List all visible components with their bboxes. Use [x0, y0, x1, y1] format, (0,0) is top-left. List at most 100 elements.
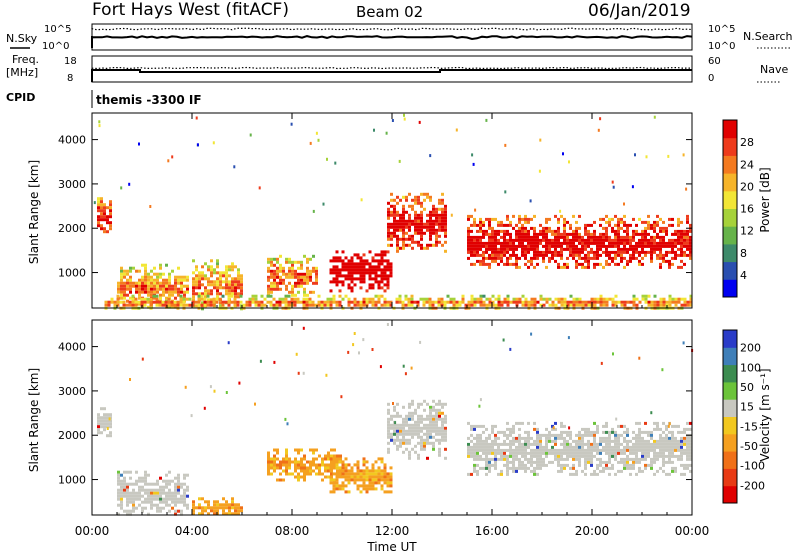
heatmap-cell	[359, 286, 363, 290]
heatmap-cell	[332, 472, 336, 476]
heatmap-cell	[344, 277, 348, 281]
heatmap-cell	[503, 457, 506, 461]
heatmap-cell	[620, 253, 623, 257]
heatmap-cell	[225, 268, 228, 272]
heatmap-cell	[147, 278, 150, 282]
heatmap-cell	[569, 223, 572, 227]
heatmap-cell	[335, 466, 339, 470]
heatmap-cell	[278, 300, 282, 304]
heatmap-cell	[641, 430, 644, 434]
heatmap-cell	[107, 300, 111, 304]
colorbar-swatch	[723, 485, 737, 504]
heatmap-cell	[644, 300, 648, 304]
heatmap-cell	[467, 247, 470, 251]
heatmap-cell	[509, 256, 512, 260]
heatmap-cell	[518, 217, 521, 221]
heatmap-cell	[524, 436, 527, 440]
heatmap-cell	[506, 448, 509, 452]
heatmap-cell	[644, 253, 647, 257]
heatmap-cell	[174, 491, 177, 495]
heatmap-cell	[420, 192, 423, 196]
heatmap-cell	[390, 225, 393, 229]
heatmap-cell	[584, 430, 587, 434]
heatmap-cell	[432, 228, 435, 232]
heatmap-cell	[207, 506, 210, 510]
heatmap-cell	[356, 256, 360, 260]
heatmap-cell	[563, 235, 566, 239]
heatmap-cell	[476, 250, 479, 254]
heatmap-cell	[467, 448, 470, 452]
heatmap-cell	[297, 460, 300, 464]
heatmap-cell	[201, 271, 204, 275]
heatmap-cell	[473, 244, 476, 248]
heatmap-cell	[548, 217, 551, 221]
heatmap-cell	[533, 250, 536, 254]
heatmap-cell	[237, 268, 240, 272]
heatmap-cell	[165, 479, 168, 483]
heatmap-cell	[491, 463, 494, 467]
heatmap-cell	[435, 237, 438, 241]
heatmap-cell	[596, 256, 599, 260]
x-tick-label: 04:00	[175, 524, 210, 538]
heatmap-cell	[581, 436, 584, 440]
heatmap-cell	[432, 222, 435, 226]
heatmap-cell	[302, 303, 306, 307]
heatmap-cell	[677, 241, 680, 245]
heatmap-cell	[470, 300, 474, 304]
heatmap-cell	[441, 192, 444, 196]
heatmap-cell	[393, 219, 396, 223]
heatmap-cell	[620, 451, 623, 455]
heatmap-cell	[518, 241, 521, 245]
heatmap-cell	[593, 256, 596, 260]
heatmap-cell	[599, 262, 602, 266]
heatmap-cell	[353, 303, 357, 307]
heatmap-cell	[441, 405, 444, 409]
heatmap-cell	[545, 229, 548, 233]
heatmap-cell	[198, 274, 201, 278]
heatmap-cell	[485, 256, 488, 260]
heatmap-cell	[204, 289, 207, 293]
heatmap-cell	[309, 290, 312, 294]
heatmap-cell	[596, 247, 599, 251]
heatmap-cell	[344, 274, 348, 278]
heatmap-cell	[153, 482, 156, 486]
heatmap-cell	[396, 423, 399, 427]
heatmap-cell	[353, 277, 357, 281]
heatmap-cell	[297, 281, 300, 285]
heatmap-cell	[323, 300, 327, 304]
heatmap-cell	[608, 297, 612, 301]
heatmap-cell	[635, 303, 639, 307]
heatmap-cell	[368, 286, 372, 290]
heatmap-cell	[365, 268, 369, 272]
nsearch-tick-top: 10^5	[708, 24, 735, 35]
heatmap-cell	[285, 454, 288, 458]
heatmap-cell	[210, 265, 213, 269]
heatmap-cell	[476, 241, 479, 245]
heatmap-cell	[432, 405, 435, 409]
heatmap-cell	[488, 226, 491, 230]
heatmap-cell	[596, 241, 599, 245]
heatmap-cell	[402, 219, 405, 223]
heatmap-cell	[608, 457, 611, 461]
heatmap-cell	[529, 199, 532, 203]
heatmap-cell	[575, 244, 578, 248]
heatmap-cell	[554, 433, 557, 437]
heatmap-cell	[422, 297, 426, 301]
heatmap-cell	[329, 475, 333, 479]
heatmap-cell	[408, 411, 411, 415]
heatmap-cell	[527, 457, 530, 461]
heatmap-cell	[494, 238, 497, 242]
heatmap-cell	[470, 247, 473, 251]
heatmap-cell	[192, 277, 195, 281]
heatmap-cell	[444, 249, 447, 253]
heatmap-cell	[438, 411, 441, 415]
heatmap-cell	[662, 235, 665, 239]
heatmap-cell	[506, 259, 509, 263]
heatmap-cell	[444, 402, 447, 406]
heatmap-cell	[207, 298, 210, 302]
heatmap-cell	[503, 442, 506, 446]
heatmap-cell	[156, 272, 159, 276]
heatmap-cell	[524, 430, 527, 434]
heatmap-cell	[467, 226, 470, 230]
heatmap-cell	[497, 448, 500, 452]
